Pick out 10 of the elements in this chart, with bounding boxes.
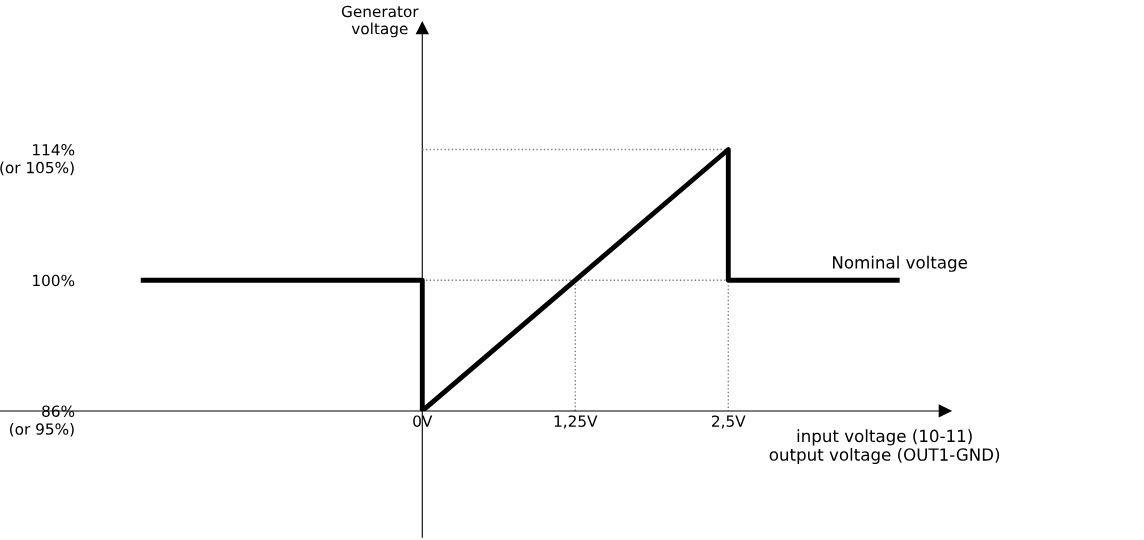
annotation: Nominal voltage [833,255,968,272]
y-axis-title: Generator voltage [341,5,419,38]
x-tick-label: 2,5V [712,415,746,429]
y-tick-label: 114% [33,143,75,156]
y-tick-label: 86% [42,405,75,417]
annotation: (or 105%) [0,161,74,176]
text: (or 95%) [10,423,74,437]
y-tick-label: 100% [33,274,75,287]
x-tick-label: 1,25V [554,415,598,429]
x-axis-title: input voltage (10-11) output voltage (OUT1-GND) [769,429,1000,465]
